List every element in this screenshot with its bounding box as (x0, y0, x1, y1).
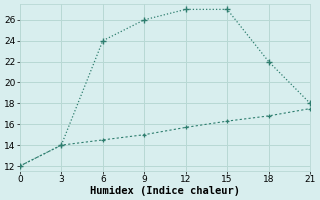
X-axis label: Humidex (Indice chaleur): Humidex (Indice chaleur) (90, 186, 240, 196)
